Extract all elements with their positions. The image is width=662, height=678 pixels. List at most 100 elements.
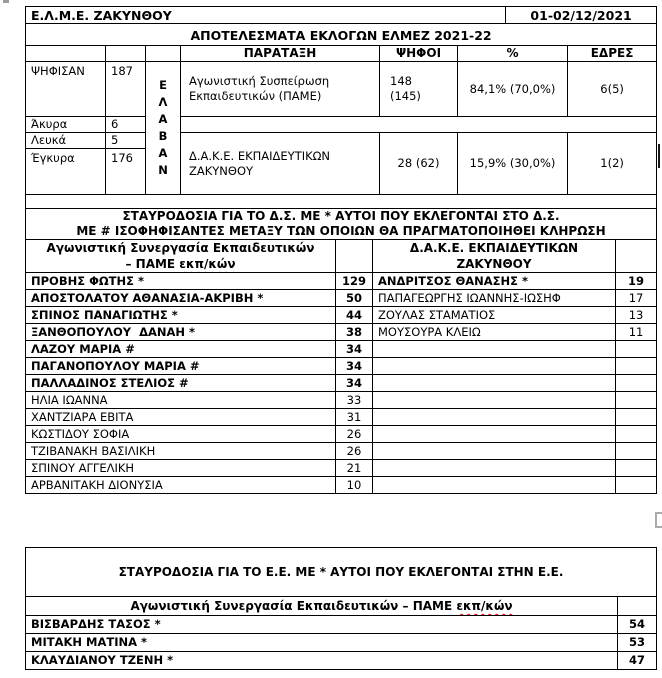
candidate-votes <box>614 391 658 409</box>
candidate-votes: 53 <box>617 633 657 652</box>
ee-list-header-text: Αγωνιστική Συνεργασία Εκπαιδευτικών – ΠΑ… <box>130 599 457 613</box>
empty-cell <box>335 239 373 273</box>
candidate-votes: 26 <box>335 442 373 460</box>
turnout-invalid-label: Άκυρα <box>25 116 106 133</box>
candidate-name: ΧΑΝΤΖΙΑΡΑ ΕΒΙΤΑ <box>25 408 336 426</box>
candidate-name: ΜΟΥΣΟΥΡΑ ΚΛΕΙΩ <box>372 323 616 341</box>
candidate-votes: 13 <box>614 306 658 324</box>
candidate-name <box>372 357 616 375</box>
ds-section-title: ΣΤΑΥΡΟΔΟΣΙΑ ΓΙΑ ΤΟ Δ.Σ. ΜΕ * ΑΥΤΟΙ ΠΟΥ Ε… <box>24 208 658 240</box>
candidate-name <box>372 374 616 392</box>
col-header-seats: ΕΔΡΕΣ <box>567 45 658 62</box>
candidate-votes: 19 <box>614 272 658 290</box>
candidate-name: ΜΙΤΑΚΗ ΜΑΤΙΝΑ * <box>25 633 618 652</box>
candidate-votes <box>614 408 658 426</box>
candidate-name <box>372 391 616 409</box>
ee-list-header: Αγωνιστική Συνεργασία Εκπαιδευτικών – ΠΑ… <box>25 596 618 616</box>
candidate-name: ΞΑΝΘΟΠΟΥΛΟΥ ΔΑΝΑΗ * <box>25 323 336 341</box>
candidate-votes: 26 <box>335 425 373 443</box>
turnout-blank-label: Λευκά <box>25 132 106 149</box>
candidate-name <box>372 425 616 443</box>
empty-cell <box>105 45 146 62</box>
candidate-name: ΣΠΙΝΟΣ ΠΑΝΑΓΙΩΤΗΣ * <box>25 306 336 324</box>
text-cursor <box>658 144 660 168</box>
received-vertical-label: Ε Λ Α Β Α Ν <box>145 61 181 195</box>
candidate-name: ΑΝΔΡΙΤΣΟΣ ΘΑΝΑΣΗΣ * <box>372 272 616 290</box>
ee-section-title: ΣΤΑΥΡΟΔΟΣΙΑ ΓΙΑ ΤΟ Ε.Ε. ΜΕ * ΑΥΤΟΙ ΠΟΥ Ε… <box>25 547 657 597</box>
party-name-pame: Αγωνιστική Συσπείρωση Εκπαιδευτικών (ΠΑΜ… <box>180 61 380 117</box>
election-date: 01-02/12/2021 <box>505 6 658 24</box>
col-header-party: ΠΑΡΑΤΑΞΗ <box>180 45 380 62</box>
candidate-name: ΣΠΙΝΟΥ ΑΓΓΕΛΙΚΗ <box>25 459 336 477</box>
candidate-votes: 129 <box>335 272 373 290</box>
candidate-votes: 38 <box>335 323 373 341</box>
candidate-name: ΠΑΛΛΑΔΙΝΟΣ ΣΤΕΛΙΟΣ # <box>25 374 336 392</box>
candidate-name: ΠΡΟΒΗΣ ΦΩΤΗΣ * <box>25 272 336 290</box>
col-header-percent: % <box>456 45 569 62</box>
party-votes-dake: 28 (62) <box>379 132 458 195</box>
candidate-name: ΒΙΣΒΑΡΔΗΣ ΤΑΣΟΣ * <box>25 615 618 634</box>
org-title: Ε.Λ.Μ.Ε. ΖΑΚΥΝΘΟΥ <box>24 6 507 24</box>
spellcheck-flagged-word: εκπ/κών <box>456 599 513 613</box>
candidate-votes: 44 <box>335 306 373 324</box>
party-name-dake: Δ.Α.Κ.Ε. ΕΚΠΑΙΔΕΥΤΙΚΩΝ ΖΑΚΥΝΘΟΥ <box>180 132 380 195</box>
ds-left-list-header: Αγωνιστική Συνεργασία Εκπαιδευτικών – ΠΑΜ… <box>25 239 336 273</box>
candidate-votes <box>614 340 658 358</box>
turnout-voted-label: ΨΗΦΙΣΑΝ <box>25 61 106 117</box>
table-resize-handle[interactable] <box>655 512 662 528</box>
ds-crosses-table: ΣΤΑΥΡΟΔΟΣΙΑ ΓΙΑ ΤΟ Δ.Σ. ΜΕ * ΑΥΤΟΙ ΠΟΥ Ε… <box>24 208 658 494</box>
party-seats-pame: 6(5) <box>567 61 658 117</box>
ds-left-list-header-line1: Αγωνιστική Συνεργασία Εκπαιδευτικών <box>46 241 315 255</box>
results-table: Ε.Λ.Μ.Ε. ΖΑΚΥΝΘΟΥ 01-02/12/2021 ΑΠΟΤΕΛΕΣ… <box>24 6 658 208</box>
candidate-name: ΛΑΖΟΥ ΜΑΡΙΑ # <box>25 340 336 358</box>
party-seats-dake: 1(2) <box>567 132 658 195</box>
candidate-name: ΖΟΥΛΑΣ ΣΤΑΜΑΤΙΟΣ <box>372 306 616 324</box>
candidate-votes: 50 <box>335 289 373 307</box>
empty-cell <box>179 116 658 133</box>
empty-cell <box>614 239 658 273</box>
ds-right-list-header: Δ.Α.Κ.Ε. ΕΚΠΑΙΔΕΥΤΙΚΩΝ ΖΑΚΥΝΘΟΥ <box>372 239 616 273</box>
candidate-name <box>372 476 616 494</box>
empty-spacer-row <box>24 194 658 208</box>
turnout-blank-value: 5 <box>105 132 146 149</box>
turnout-voted-value: 187 <box>105 61 146 117</box>
party-percent-pame: 84,1% (70,0%) <box>456 61 569 117</box>
turnout-invalid-value: 6 <box>105 116 146 133</box>
candidate-name <box>372 459 616 477</box>
candidate-name <box>372 442 616 460</box>
candidate-votes: 11 <box>614 323 658 341</box>
candidate-votes: 47 <box>617 651 657 670</box>
candidate-votes: 17 <box>614 289 658 307</box>
col-header-votes: ΨΗΦΟΙ <box>379 45 458 62</box>
candidate-name: ΑΠΟΣΤΟΛΑΤΟΥ ΑΘΑΝΑΣΙΑ-ΑΚΡΙΒΗ * <box>25 289 336 307</box>
candidate-name: ΚΛΑΥΔΙΑΝΟΥ ΤΖΕΝΗ * <box>25 651 618 670</box>
candidate-votes: 54 <box>617 615 657 634</box>
candidate-name: ΠΑΓΑΝΟΠΟΥΛΟΥ ΜΑΡΙΑ # <box>25 357 336 375</box>
candidate-name: ΠΑΠΑΓΕΩΡΓΗΣ ΙΩΑΝΝΗΣ-ΙΩΣΗΦ <box>372 289 616 307</box>
candidate-votes: 10 <box>335 476 373 494</box>
turnout-valid-value: 176 <box>105 148 146 195</box>
candidate-votes: 21 <box>335 459 373 477</box>
turnout-valid-label: Έγκυρα <box>25 148 106 195</box>
spellcheck-flagged-word: εκπ/κών <box>179 257 236 271</box>
candidate-name <box>372 340 616 358</box>
candidate-votes: 33 <box>335 391 373 409</box>
candidate-votes <box>614 442 658 460</box>
party-percent-dake: 15,9% (30,0%) <box>456 132 569 195</box>
ds-left-list-header-line2: – ΠΑΜΕ <box>125 257 180 271</box>
empty-cell <box>145 45 181 62</box>
candidate-name: ΚΩΣΤΙΔΟΥ ΣΟΦΙΑ <box>25 425 336 443</box>
candidate-name <box>372 408 616 426</box>
candidate-name: ΗΛΙΑ ΙΩΑΝΝΑ <box>25 391 336 409</box>
candidate-votes <box>614 374 658 392</box>
empty-cell <box>617 596 657 616</box>
screenshot-artifact <box>3 0 9 3</box>
candidate-votes: 34 <box>335 340 373 358</box>
candidate-votes <box>614 459 658 477</box>
candidate-votes: 34 <box>335 374 373 392</box>
empty-cell <box>25 45 106 62</box>
candidate-votes <box>614 476 658 494</box>
candidate-votes: 34 <box>335 357 373 375</box>
candidate-votes: 31 <box>335 408 373 426</box>
